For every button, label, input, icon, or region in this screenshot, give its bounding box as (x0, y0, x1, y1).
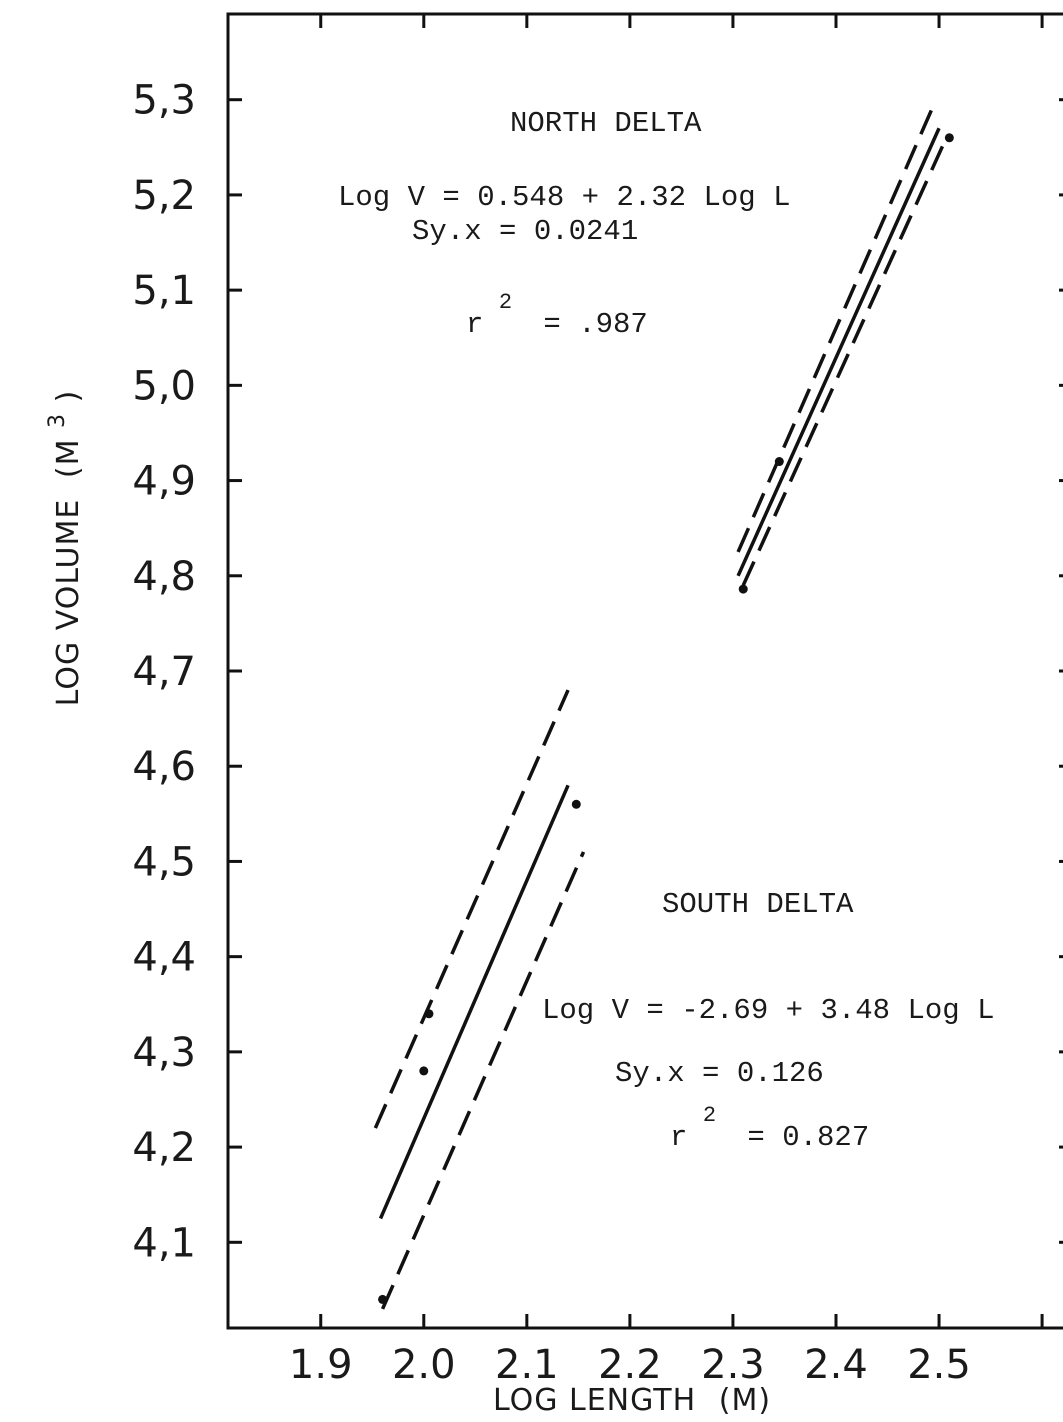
y-axis-unit-sup: 3 (45, 413, 70, 428)
y-tick-label: 4,9 (132, 459, 196, 505)
north-delta-data-point (944, 133, 954, 143)
y-tick-label: 5,1 (132, 268, 196, 314)
x-tick-label: 2.5 (907, 1342, 971, 1388)
south-delta-title: SOUTH DELTA (662, 888, 854, 921)
y-tick-label: 4,7 (132, 649, 196, 695)
south-delta-r2-symbol: r (670, 1121, 687, 1154)
south-delta-r2-value: = 0.827 (747, 1121, 869, 1154)
north-delta-upper-band (736, 103, 936, 553)
south-delta-r2-sup: 2 (703, 1103, 716, 1128)
north-delta-data-point (774, 457, 784, 467)
north-delta-syx: Sy.x = 0.0241 (412, 215, 638, 248)
y-tick-label: 4,5 (132, 839, 196, 885)
south-delta-data-point (571, 799, 581, 809)
y-tick-label: 4,1 (132, 1220, 196, 1266)
axis-ticks (228, 14, 1063, 1328)
y-tick-label: 4,4 (132, 935, 196, 981)
south-delta-syx: Sy.x = 0.126 (615, 1057, 824, 1090)
y-tick-label: 5,3 (132, 78, 196, 124)
y-axis-unit-close: ) (51, 390, 86, 403)
axis-tick-labels: 4,1 4,2 4,3 4,4 4,5 4,6 4,7 4,8 4,9 5,0 5,1 5,2 5,3 1… (132, 78, 970, 1388)
y-tick-label: 5,0 (132, 363, 196, 409)
y-tick-label: 5,2 (132, 173, 196, 219)
south-delta-equation: Log V = -2.69 + 3.48 Log L (542, 994, 994, 1027)
x-tick-label: 2.3 (701, 1342, 765, 1388)
north-delta-r2-sup: 2 (499, 290, 512, 315)
south-delta-data-point (424, 1009, 434, 1019)
x-tick-label: 2.0 (392, 1342, 456, 1388)
x-tick-label: 2.2 (598, 1342, 662, 1388)
x-tick-label: 2.1 (495, 1342, 559, 1388)
north-delta-r2-symbol: r (466, 308, 483, 341)
x-axis-label: LOG LENGTH (493, 1383, 696, 1418)
y-axis-label: LOG VOLUME (51, 499, 86, 707)
north-delta-r2: r 2 = .987 (466, 284, 648, 341)
y-tick-label: 4,2 (132, 1125, 196, 1171)
south-delta-lower-band (380, 851, 586, 1310)
south-delta-r2: r 2 = 0.827 (670, 1097, 869, 1154)
regression-lines (373, 103, 946, 1310)
south-delta-data-point (419, 1066, 429, 1076)
x-tick-label: 1.9 (289, 1342, 353, 1388)
y-tick-label: 4,6 (132, 744, 196, 790)
y-axis-title: LOG VOLUME (M 3 ) (37, 390, 86, 707)
north-delta-equation: Log V = 0.548 + 2.32 Log L (338, 181, 790, 214)
y-axis-unit: (M (51, 439, 86, 479)
x-axis-title: LOG LENGTH (M) (493, 1383, 771, 1418)
north-delta-title: NORTH DELTA (510, 107, 702, 140)
x-axis-unit: (M) (719, 1383, 771, 1418)
south-delta-data-point (378, 1294, 388, 1304)
south-delta-fit-line (378, 784, 570, 1220)
north-delta-lower-band (741, 141, 946, 587)
y-tick-label: 4,8 (132, 554, 196, 600)
north-delta-r2-value: = .987 (543, 308, 647, 341)
south-delta-upper-band (373, 689, 570, 1129)
data-points (378, 133, 954, 1304)
y-tick-label: 4,3 (132, 1030, 196, 1076)
x-tick-label: 2.4 (804, 1342, 868, 1388)
north-delta-data-point (738, 584, 748, 594)
svg-text:LOG VOLUME (M 3: LOG VOLUME (M 3 ) (37, 390, 86, 707)
north-delta-fit-line (736, 127, 941, 577)
